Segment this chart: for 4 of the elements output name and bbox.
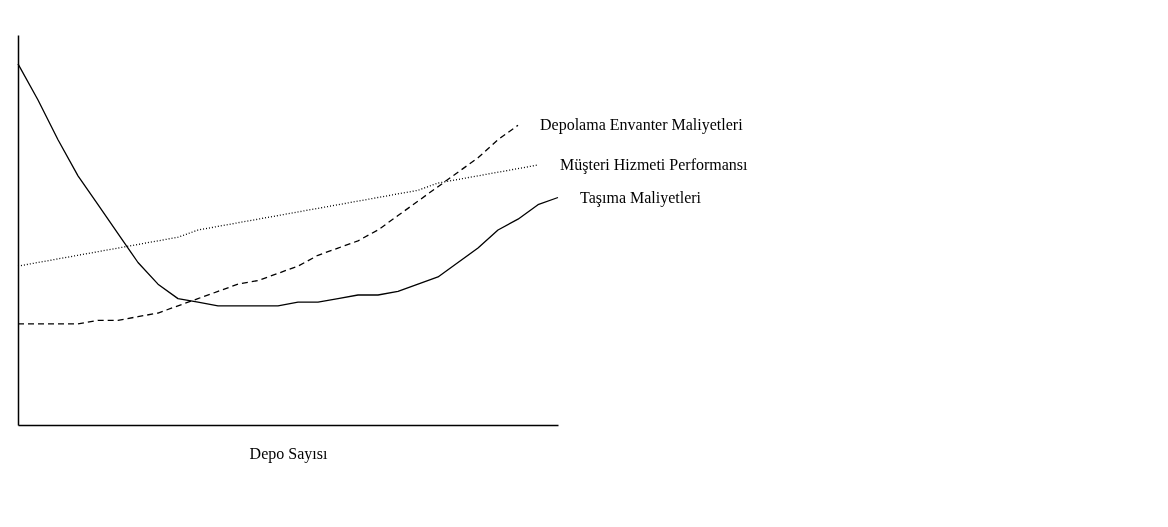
series-label: Taşıma Maliyetleri xyxy=(580,188,702,207)
series-label: Depolama Envanter Maliyetleri xyxy=(540,116,744,135)
x-axis-title: Depo Sayısı xyxy=(249,444,328,463)
series-label: Müşteri Hizmeti Performansı xyxy=(560,156,749,174)
